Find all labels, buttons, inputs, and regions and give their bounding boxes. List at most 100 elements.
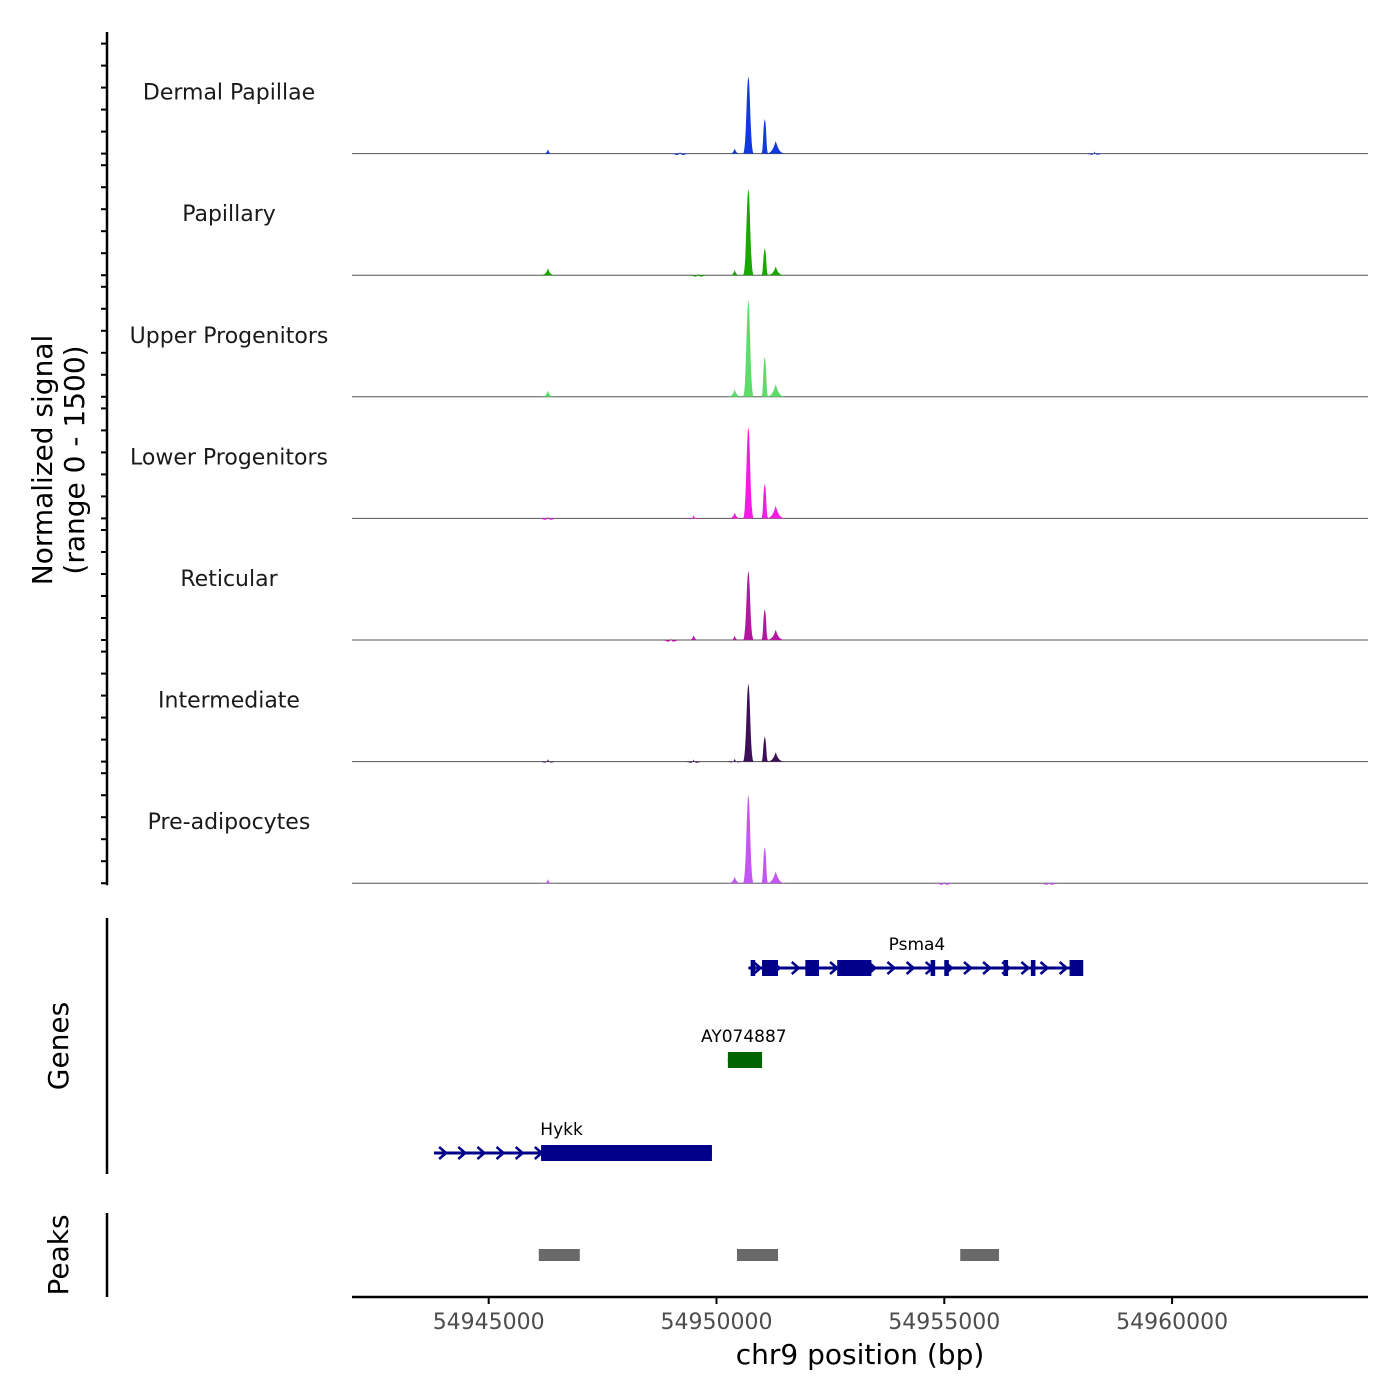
track-intermediate: Intermediate [158,683,1368,763]
gene-psma4: Psma4 [748,935,1084,976]
gene-exon [837,960,872,976]
gene-exon [1069,960,1084,976]
peak-region [960,1249,999,1261]
signal-peak [724,635,745,641]
signal-peak [742,427,754,519]
y-axis-title-line1: Normalized signal [26,335,59,586]
signal-peak [765,505,786,519]
peaks-panel-title: Peaks [42,1214,75,1295]
signal-peak [1084,151,1105,155]
x-tick-label: 54945000 [433,1310,545,1335]
signal-peak [761,483,769,519]
signal-peak [537,390,558,397]
strand-arrow [457,1146,468,1160]
signal-peak [724,512,745,519]
gene-ay074887: AY074887 [701,1027,787,1068]
signal-peak [742,76,754,154]
signal-peak [761,609,769,640]
genes-panel-title: Genes [42,1002,75,1090]
gene-exon [762,960,778,976]
gene-exon [944,960,949,976]
strand-arrow [829,961,839,975]
signal-peak [742,683,754,762]
signal-peak [724,270,745,276]
track-upper-progenitors: Upper Progenitors [130,300,1368,398]
track-pre-adipocytes: Pre-adipocytes [148,795,1368,885]
gene-label: Psma4 [889,935,946,955]
x-axis: 54945000 54950000 54955000 54960000 [352,1295,1368,1335]
peak-region [538,1249,580,1261]
track-lower-progenitors: Lower Progenitors [130,427,1368,520]
strand-arrow [438,1146,449,1160]
gene-exon [727,1052,763,1068]
y-axis-title-line2: (range 0 - 1500) [58,345,91,574]
signal-peak [1039,881,1060,885]
track-papillary: Papillary [182,189,1368,277]
track-label: Reticular [180,567,278,592]
signal-peak [537,149,558,154]
strand-arrow [790,961,801,975]
signal-peak [660,638,681,642]
strand-arrow [905,961,916,975]
signal-peak [765,141,786,154]
coverage-tracks: Dermal Papillae Papillary Upper Progenitor… [130,76,1368,885]
gene-exon [1003,960,1009,976]
track-label: Pre-adipocytes [148,810,311,835]
strand-arrow [1039,961,1050,975]
signal-peak [724,876,745,884]
signal-peak [670,151,691,156]
signal-peak [761,248,769,276]
signal-peak [724,389,745,397]
x-axis-title: chr9 position (bp) [736,1338,985,1371]
strand-arrow [752,961,763,975]
gene-exon [541,1145,712,1161]
strand-arrow [1020,961,1031,975]
peak-region [736,1249,778,1261]
signal-peak [724,148,745,154]
gene-label: Hykk [540,1120,583,1140]
track-reticular: Reticular [180,567,1368,642]
signal-peak [688,273,709,277]
signal-peak [765,752,786,762]
signal-peak [761,736,769,762]
signal-peak [742,795,754,884]
gene-exon [1030,960,1036,976]
signal-peak [934,881,955,885]
signal-peak [761,119,769,154]
x-tick-label: 54955000 [888,1310,1000,1335]
strand-arrow [963,961,973,975]
signal-peak [683,515,704,520]
x-tick-label: 54950000 [660,1310,772,1335]
gene-exon [805,960,819,976]
track-dermal-papillae: Dermal Papillae [143,76,1368,156]
signal-peak [761,847,769,884]
strand-arrow [495,1146,506,1160]
signal-peak [765,629,786,640]
track-label: Papillary [182,202,276,227]
strand-arrow [514,1146,525,1160]
signal-peak [683,635,704,641]
signal-peak [537,879,558,884]
strand-arrow [1058,961,1069,975]
strand-arrow [476,1146,487,1160]
signal-peak [742,189,754,276]
genes-track: Psma4 AY074887 Hykk [105,918,1084,1174]
gene-exon [930,960,936,976]
signal-peak [742,300,754,397]
track-label: Lower Progenitors [130,445,328,470]
track-label: Dermal Papillae [143,81,315,106]
signal-peak [537,759,558,763]
signal-peak [683,759,704,763]
signal-peak [761,357,769,397]
signal-peak [537,268,558,276]
gene-label: AY074887 [701,1027,787,1047]
signal-peak [724,758,745,763]
signal-peak [537,516,558,520]
signal-peak [765,384,786,397]
signal-peak [765,266,786,276]
signal-peak [765,871,786,884]
peaks-track [105,1213,999,1297]
signal-y-axis [101,32,109,886]
strand-arrow [982,961,993,975]
